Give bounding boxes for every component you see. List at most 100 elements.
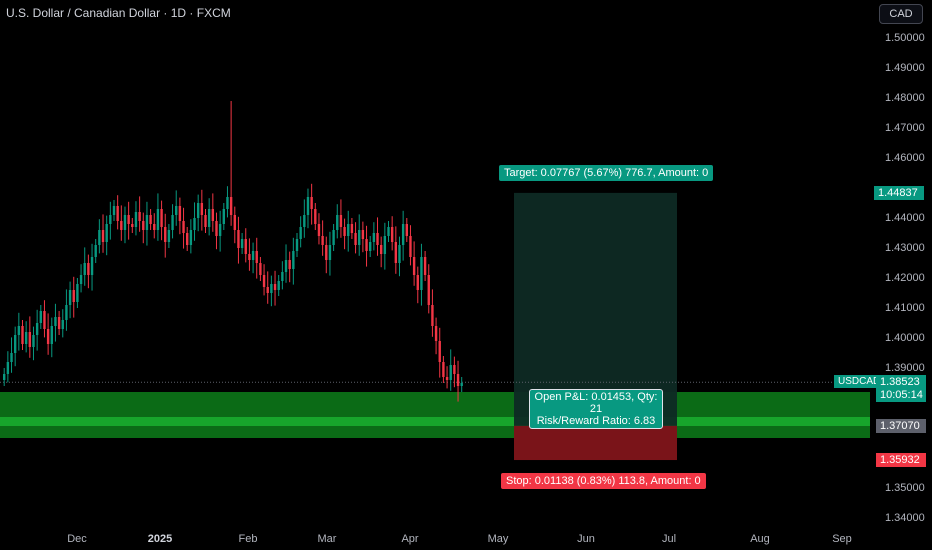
candle-body: [153, 224, 156, 230]
candle-body: [90, 257, 94, 275]
price-axis-label: 1.50000: [885, 32, 925, 44]
candle-body: [343, 227, 346, 236]
countdown-tag: 10:05:14: [876, 388, 926, 402]
current-price-tag: 1.38523: [876, 375, 926, 389]
price-axis-label: 1.42000: [885, 272, 925, 284]
time-axis-label: Apr: [401, 533, 419, 545]
candle-body: [431, 305, 434, 326]
candle-body: [442, 362, 445, 377]
currency-button[interactable]: CAD: [879, 4, 923, 24]
candle-body: [229, 197, 233, 215]
stop-price-tag: 1.35932: [876, 453, 926, 467]
candle-body: [248, 254, 251, 260]
candle-body: [68, 290, 72, 305]
time-axis-label: 2025: [147, 533, 173, 545]
candle-body: [39, 311, 42, 323]
candle-body: [303, 215, 306, 227]
candle-body: [6, 362, 10, 374]
target-price-tag: 1.44837: [874, 186, 924, 200]
candle-body: [339, 215, 343, 227]
price-axis[interactable]: [870, 0, 932, 530]
candle-body: [292, 251, 295, 269]
candle-body: [171, 215, 174, 230]
candle-body: [379, 245, 383, 254]
candle-body: [427, 275, 430, 305]
candle-body: [394, 242, 398, 263]
candle-body: [215, 221, 218, 236]
candle-body: [354, 233, 357, 245]
candle-body: [405, 224, 408, 236]
candle-body: [420, 257, 423, 290]
candle-body: [24, 332, 28, 344]
candle-body: [32, 335, 35, 347]
candle-body: [445, 377, 449, 380]
time-axis-label: Jul: [661, 533, 677, 545]
candle-body: [28, 332, 32, 347]
candle-body: [123, 215, 127, 230]
candle-body: [50, 326, 53, 344]
candle-body: [390, 227, 394, 242]
open-pnl-box[interactable]: Open P&L: 0.01453, Qty: 21 Risk/Reward R…: [529, 389, 663, 429]
candle-body: [416, 275, 419, 290]
candle-body: [409, 236, 412, 257]
candle-body: [233, 215, 236, 230]
candle-body: [288, 260, 291, 269]
candle-body: [317, 224, 321, 236]
target-label: Target: 0.07767 (5.67%) 776.7, Amount: 0: [499, 165, 714, 181]
candle-body: [134, 212, 138, 227]
candle-body: [120, 221, 123, 230]
green-zone: [0, 392, 870, 438]
candle-body: [332, 230, 335, 245]
candle-body: [200, 203, 204, 215]
candle-body: [240, 239, 244, 248]
candle-body: [255, 251, 258, 263]
candle-body: [251, 251, 255, 260]
candle-body: [204, 215, 207, 227]
candle-body: [131, 224, 134, 227]
time-axis-label: Dec: [67, 533, 87, 545]
candle-body: [222, 209, 225, 224]
time-axis-label: Feb: [238, 533, 258, 545]
entry-price-tag: 1.37070: [876, 419, 926, 433]
candle-body: [43, 311, 46, 329]
candle-body: [112, 206, 116, 215]
candle-body: [10, 353, 13, 362]
loss-zone: [514, 425, 677, 461]
candle-body: [361, 230, 365, 239]
candle-body: [98, 230, 101, 245]
candle-body: [347, 224, 350, 236]
candle-body: [226, 197, 229, 209]
candle-body: [449, 365, 452, 380]
candle-body: [189, 230, 193, 245]
price-axis-label: 1.40000: [885, 332, 925, 344]
time-axis-label: Mar: [317, 533, 337, 545]
candle-body: [178, 206, 182, 221]
price-axis-label: 1.34000: [885, 512, 925, 524]
candle-body: [105, 224, 108, 242]
candle-body: [387, 227, 390, 236]
candle-body: [259, 263, 262, 275]
candle-body: [262, 275, 266, 287]
price-axis-label: 1.43000: [885, 242, 925, 254]
candle-body: [87, 263, 90, 275]
candle-body: [306, 197, 310, 215]
candle-body: [284, 260, 288, 272]
symbol-title[interactable]: U.S. Dollar / Canadian Dollar · 1D · FXC…: [6, 6, 231, 20]
candle-body: [336, 215, 339, 230]
profit-zone: [514, 192, 677, 426]
candle-body: [460, 383, 463, 386]
candle-body: [54, 317, 57, 326]
stop-label: Stop: 0.01138 (0.83%) 113.8, Amount: 0: [501, 473, 706, 489]
candle-body: [423, 257, 427, 275]
candle-body: [266, 287, 269, 293]
candle-body: [94, 245, 97, 257]
candle-body: [167, 230, 171, 242]
price-axis-label: 1.46000: [885, 152, 925, 164]
candle-body: [17, 326, 21, 335]
candle-body: [79, 275, 83, 284]
candle-body: [438, 341, 441, 362]
candle-body: [13, 335, 17, 353]
candle-body: [175, 206, 178, 215]
